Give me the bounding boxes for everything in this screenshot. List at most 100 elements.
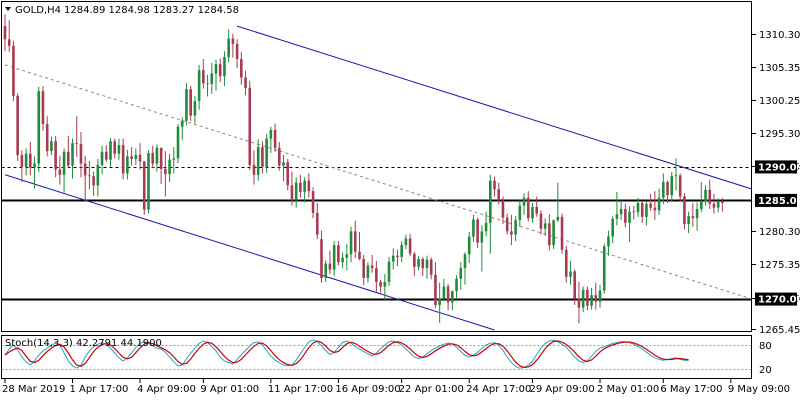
candle	[501, 196, 505, 225]
y-tick-label: 1265.45	[759, 325, 800, 336]
candle	[662, 173, 665, 205]
oscillator-title: Stoch(14,3,3) 42.2791 44.1900	[5, 338, 162, 349]
candle-body	[12, 45, 15, 96]
candle-body	[83, 163, 87, 176]
candle	[172, 147, 176, 174]
x-tick-label: 6 May 17:00	[660, 384, 722, 395]
candle-body	[235, 43, 239, 59]
candle-body	[674, 175, 678, 177]
candle	[467, 231, 471, 263]
candle-body	[126, 156, 129, 174]
candle-body	[104, 151, 108, 160]
candle-body	[459, 268, 463, 279]
candle-body	[138, 155, 142, 162]
candle	[366, 262, 370, 283]
stoch-k-line	[4, 339, 689, 369]
candle	[425, 255, 429, 279]
candle-body	[632, 211, 636, 213]
candle	[332, 241, 336, 277]
candle	[434, 262, 437, 309]
candle-body	[691, 216, 695, 219]
x-tick-label: 24 Apr 17:00	[466, 384, 531, 395]
level-tag-label-pivot: 1285.00	[758, 196, 800, 207]
candle-body	[75, 143, 79, 144]
candle	[712, 193, 716, 214]
candle	[214, 59, 218, 91]
candle-body	[130, 156, 133, 159]
candle-body	[649, 203, 652, 208]
candle	[248, 80, 252, 171]
candle	[370, 255, 374, 273]
candle-body	[189, 89, 192, 116]
candle	[197, 64, 201, 110]
candle	[210, 62, 214, 94]
candle	[71, 138, 74, 179]
candle-body	[20, 155, 24, 167]
candle	[155, 144, 159, 172]
candle-body	[358, 251, 361, 259]
candle	[24, 148, 28, 176]
candle-body	[328, 263, 332, 270]
candle-body	[24, 153, 28, 167]
candle	[640, 201, 644, 223]
candle-body	[180, 120, 184, 127]
oscillator-level-label: 80	[759, 341, 772, 352]
dropdown-triangle-icon[interactable]	[5, 7, 11, 11]
candle	[147, 150, 150, 214]
y-tick-label: 1305.35	[759, 63, 800, 74]
candle	[353, 220, 357, 259]
candle-body	[100, 151, 104, 165]
candle-body	[721, 201, 724, 204]
level-tag-resistance	[755, 160, 797, 174]
candle-body	[518, 205, 522, 221]
level-tag-label-support: 1270.00	[758, 295, 800, 306]
candle-body	[640, 203, 644, 217]
candle-body	[252, 164, 256, 175]
candle-body	[602, 246, 606, 291]
candle	[649, 193, 652, 211]
candle-body	[636, 203, 640, 213]
candle	[514, 216, 517, 242]
candle	[708, 180, 712, 209]
candle-body	[375, 268, 378, 282]
candle-body	[678, 175, 682, 197]
candle-body	[88, 175, 91, 177]
candle	[611, 216, 614, 244]
symbol-title: GOLD,H4	[15, 5, 61, 16]
candle-body	[472, 219, 475, 237]
candle-body	[370, 265, 374, 269]
candle-body	[624, 208, 627, 223]
candle	[632, 205, 636, 220]
candle-body	[577, 298, 581, 308]
candle-body	[307, 180, 311, 192]
candle	[109, 137, 112, 167]
candle	[404, 234, 408, 250]
candle	[535, 196, 539, 217]
candle	[189, 85, 192, 121]
x-tick-label: 29 Apr 09:00	[530, 384, 595, 395]
candle	[463, 252, 467, 285]
candle-body	[7, 39, 11, 46]
candle	[240, 51, 243, 85]
candle-body	[598, 290, 602, 302]
candle-body	[687, 216, 690, 225]
candle-body	[324, 263, 328, 279]
candle-body	[712, 203, 716, 208]
candle-body	[273, 130, 277, 148]
candle-body	[227, 38, 230, 58]
candle	[573, 269, 576, 305]
candle-body	[429, 259, 433, 275]
candle	[543, 218, 547, 236]
candle-body	[480, 231, 484, 243]
candlesticks	[3, 14, 724, 324]
candle-body	[683, 196, 686, 225]
candle	[273, 123, 277, 152]
candle-body	[379, 281, 382, 287]
candle-body	[493, 180, 496, 190]
candle	[235, 39, 239, 69]
candle	[581, 286, 585, 313]
candle	[151, 145, 154, 169]
candle-body	[497, 189, 501, 201]
candle-body	[315, 212, 319, 235]
